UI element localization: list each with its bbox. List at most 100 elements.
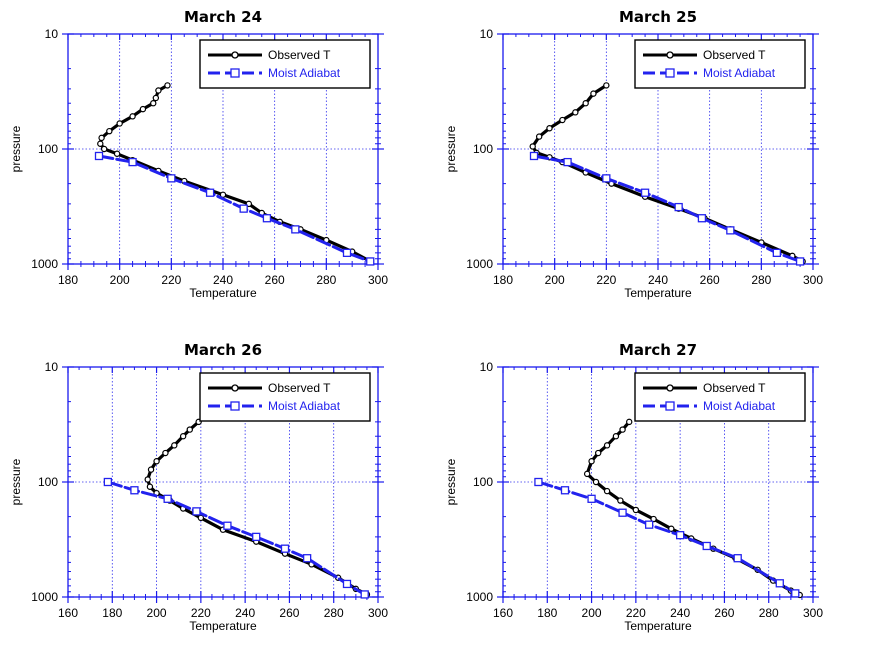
y-tick-label: 100 [38,142,58,156]
x-tick-label: 180 [58,273,78,287]
legend-label-moist-adiabat: Moist Adiabat [703,66,776,80]
data-point-moist-adiabat [262,214,272,223]
data-point-moist-adiabat [563,157,572,167]
y-tick-label: 1000 [466,590,493,604]
data-point-observed-t [595,449,602,457]
legend-marker-observed-t [666,384,674,392]
data-point-moist-adiabat [795,257,805,266]
series-line-moist-adiabat [536,480,797,595]
data-point-observed-t [106,127,113,135]
x-tick-label: 280 [316,273,336,287]
data-point-observed-t [152,94,160,102]
legend-label-moist-adiabat: Moist Adiabat [268,399,341,413]
data-point-observed-t [668,525,675,532]
data-point-observed-t [619,426,626,433]
data-point-observed-t [97,140,104,147]
x-tick-label: 260 [279,606,299,620]
data-point-moist-adiabat [342,579,352,589]
x-tick-label: 300 [803,273,823,287]
data-point-moist-adiabat [302,554,312,563]
data-point-moist-adiabat [791,589,800,598]
data-point-moist-adiabat [163,494,172,503]
y-tick-label: 100 [473,142,493,156]
data-point-observed-t [546,125,553,132]
x-tick-label: 220 [161,273,181,287]
data-point-moist-adiabat [280,544,290,553]
series-line-moist-adiabat [532,154,802,263]
data-point-moist-adiabat [702,541,711,551]
data-point-observed-t [100,145,108,153]
data-point-moist-adiabat [205,188,215,197]
x-tick-label: 180 [102,606,122,620]
chart-title: March 24 [184,8,262,26]
data-point-observed-t [197,514,205,522]
legend-marker-moist-adiabat [230,401,240,411]
data-point-moist-adiabat [223,521,232,530]
data-point-observed-t [116,120,123,127]
data-point-moist-adiabat [618,508,627,517]
x-tick-label: 260 [265,273,285,287]
data-point-observed-t [632,506,640,514]
data-point-moist-adiabat [128,157,137,167]
y-tick-label: 1000 [31,590,58,604]
data-point-observed-t [162,449,169,457]
chart-panel-march-25: March 25 180 200 220 240 260 280 300 10 100 1000 Te… [435,0,865,330]
x-tick-label: 240 [235,606,255,620]
x-tick-label: 240 [648,273,668,287]
x-tick-label: 180 [493,273,513,287]
data-point-moist-adiabat [192,507,201,516]
legend-box [199,372,371,422]
chart-svg: March 26 160 180 200 220 240 260 280 300 10 100 100… [9,341,388,633]
data-point-observed-t [146,483,154,490]
data-point-observed-t [179,433,187,440]
data-point-observed-t [617,497,624,504]
data-point-moist-adiabat [772,248,781,258]
series-line-observed-t [585,420,802,597]
legend-box [634,39,806,89]
legend-marker-observed-t [666,51,674,59]
data-point-observed-t [150,100,157,107]
data-point-observed-t [147,466,155,473]
data-point-observed-t [590,90,597,97]
data-point-observed-t [186,426,193,433]
legend-marker-moist-adiabat [665,401,675,411]
y-tick-label: 10 [480,360,494,374]
x-tick-label: 220 [626,606,646,620]
data-point-moist-adiabat [534,477,543,487]
chart-svg: March 24 180 200 220 240 260 280 300 10 100 1000 Te… [9,8,388,300]
data-point-moist-adiabat [644,520,654,529]
data-point-observed-t [582,100,589,107]
x-tick-label: 280 [324,606,344,620]
data-point-observed-t [603,82,610,89]
x-tick-label: 220 [191,606,211,620]
chart-title: March 26 [184,341,262,359]
data-point-moist-adiabat [726,226,735,235]
data-point-observed-t [129,113,136,120]
x-tick-label: 180 [537,606,557,620]
legend-marker-observed-t [231,51,239,59]
y-tick-label: 100 [473,475,493,489]
y-tick-label: 1000 [466,257,493,271]
y-tick-label: 10 [480,27,494,41]
data-point-observed-t [139,105,147,113]
data-point-observed-t [583,470,591,478]
legend-label-observed-t: Observed T [703,48,766,62]
data-point-moist-adiabat [733,554,742,563]
x-tick-label: 300 [368,273,388,287]
y-tick-label: 100 [38,475,58,489]
y-axis-label: pressure [444,125,458,172]
chart-svg: March 25 180 200 220 240 260 280 300 10 100 1000 Te… [444,8,823,300]
data-point-observed-t [592,478,600,486]
legend-label-moist-adiabat: Moist Adiabat [268,66,341,80]
x-tick-label: 160 [493,606,513,620]
data-point-observed-t [650,515,657,523]
data-point-moist-adiabat [239,204,248,213]
data-point-moist-adiabat [675,531,685,540]
data-point-observed-t [144,476,151,483]
chart-panel-march-27: March 27 160 180 200 220 240 260 280 300 10 100 100… [435,333,865,663]
data-point-moist-adiabat [587,494,596,503]
data-point-moist-adiabat [602,174,611,183]
y-axis-label: pressure [444,458,458,505]
x-tick-label: 300 [368,606,388,620]
data-point-moist-adiabat [167,174,176,183]
